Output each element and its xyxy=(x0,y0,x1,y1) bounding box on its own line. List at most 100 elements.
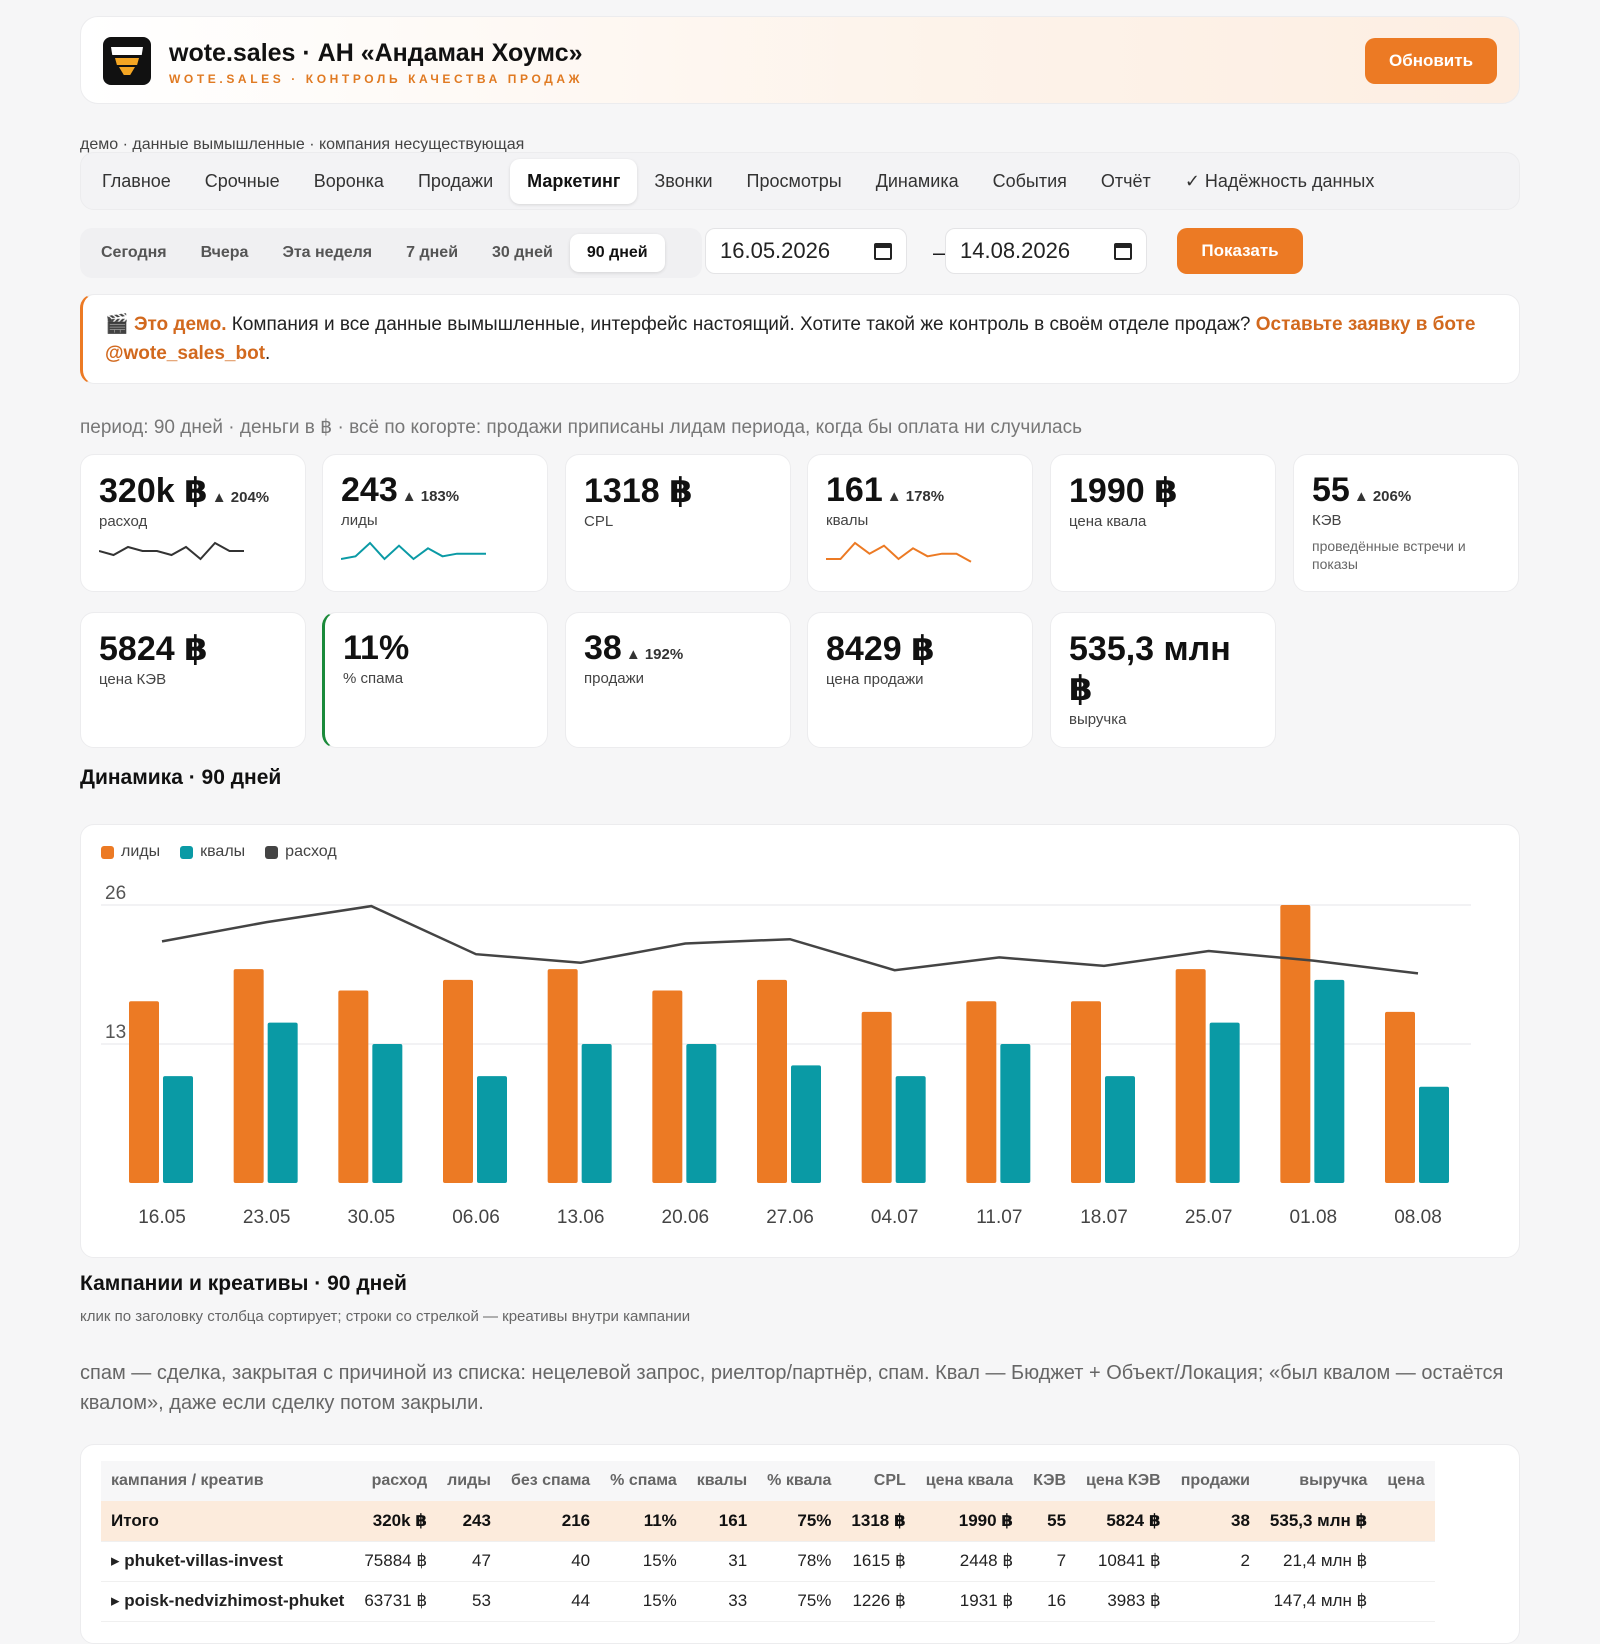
kpi-value: 320k ฿ xyxy=(99,472,208,510)
period-caption: период: 90 дней · деньги в ฿ · всё по ко… xyxy=(80,417,1082,438)
kpi-value: 535,3 млн ฿ xyxy=(1069,630,1231,708)
column-header[interactable]: продажи xyxy=(1170,1461,1260,1501)
legend-swatch xyxy=(180,845,194,859)
campaigns-title: Кампании и креативы · 90 дней xyxy=(80,1272,407,1295)
bar-leads xyxy=(233,969,264,1183)
bot-link[interactable]: Оставьте заявку в боте @wote_sales_bot xyxy=(105,314,1476,364)
table-cell[interactable]: ▸ phuket-villas-invest xyxy=(101,1541,355,1582)
tab-8[interactable]: События xyxy=(992,170,1067,191)
table-cell xyxy=(1377,1501,1435,1542)
kpi-value-row: 1318 ฿ xyxy=(584,471,772,511)
table-cell: 1615 ฿ xyxy=(841,1541,916,1582)
table-row[interactable]: ▸ phuket-villas-invest 75884 ฿ 47 40 15% 31 78… xyxy=(101,1541,1435,1582)
x-tick-label: 11.07 xyxy=(976,1207,1022,1228)
column-header[interactable]: % спама xyxy=(600,1461,687,1501)
refresh-button[interactable]: Обновить xyxy=(1365,38,1497,84)
kpi-card: 8429 ฿ цена продажи xyxy=(807,612,1033,748)
tab-3[interactable]: Продажи xyxy=(417,170,494,191)
column-header[interactable]: цена квала xyxy=(915,1461,1024,1501)
bar-leads xyxy=(443,979,473,1183)
calendar-icon[interactable] xyxy=(1114,242,1132,260)
legend-item[interactable]: расход xyxy=(265,843,337,861)
period-button-0[interactable]: Сегодня xyxy=(101,244,167,261)
period-button-2[interactable]: Эта неделя xyxy=(282,244,373,261)
column-header[interactable]: кампания / креатив xyxy=(101,1461,355,1501)
demo-note: демо · данные вымышленные · компания нес… xyxy=(80,136,525,153)
show-button[interactable]: Показать xyxy=(1177,228,1303,274)
column-header[interactable]: квалы xyxy=(686,1461,758,1501)
tab-6[interactable]: Просмотры xyxy=(746,170,842,191)
legend-item[interactable]: квалы xyxy=(180,843,245,861)
banner-text: Компания и все данные вымышленные, интер… xyxy=(226,314,1256,335)
kpi-label: цена КЭВ xyxy=(99,671,167,688)
bar-leads xyxy=(757,979,787,1183)
table-cell: 38 xyxy=(1170,1501,1260,1542)
calendar-icon[interactable] xyxy=(874,242,892,260)
kpi-label: выручка xyxy=(1069,711,1127,728)
column-header[interactable]: % квала xyxy=(757,1461,842,1501)
tab-9[interactable]: Отчёт xyxy=(1100,170,1151,191)
bar-quals xyxy=(791,1065,821,1183)
period-selector: Сегодня Вчера Эта неделя 7 дней 30 дней 90 дн… xyxy=(80,228,702,278)
tab-10[interactable]: ✓ Надёжность данных xyxy=(1184,170,1375,191)
kpi-label: КЭВ xyxy=(1312,512,1342,529)
kpi-value-row: 535,3 млн ฿ xyxy=(1069,629,1257,709)
x-tick-label: 01.08 xyxy=(1290,1207,1338,1228)
period-button-1[interactable]: Вчера xyxy=(200,244,249,261)
bar-leads xyxy=(129,1001,159,1183)
column-header[interactable]: выручка xyxy=(1259,1461,1378,1501)
bar-leads xyxy=(1385,1011,1415,1183)
x-tick-label: 06.06 xyxy=(452,1207,500,1228)
sparkline xyxy=(99,541,244,561)
table-cell: 78% xyxy=(757,1541,842,1582)
column-header[interactable]: цена КЭВ xyxy=(1076,1461,1171,1501)
bar-leads xyxy=(1280,905,1311,1183)
column-header[interactable]: расход xyxy=(354,1461,438,1501)
table-cell: 33 xyxy=(686,1581,758,1622)
bar-quals xyxy=(895,1076,926,1183)
table-cell: 535,3 млн ฿ xyxy=(1259,1501,1378,1542)
period-button-4[interactable]: 30 дней xyxy=(492,244,553,261)
column-header[interactable]: CPL xyxy=(841,1461,916,1501)
date-from-input[interactable]: 16.05.2026 xyxy=(705,228,907,274)
kpi-value-row: 1990 ฿ xyxy=(1069,471,1257,511)
app-title: wote.sales · АН «Андаман Хоумс» xyxy=(169,39,583,67)
app-subtitle: WOTE.SALES · КОНТРОЛЬ КАЧЕСТВА ПРОДАЖ xyxy=(169,72,584,86)
table-cell: 75% xyxy=(757,1501,842,1542)
table-cell: 63731 ฿ xyxy=(354,1581,438,1622)
column-header[interactable]: без спама xyxy=(500,1461,601,1501)
table-cell: 75884 ฿ xyxy=(354,1541,438,1582)
kpi-card: 11% % спама xyxy=(322,612,548,748)
kpi-label: лиды xyxy=(341,512,378,529)
tab-4[interactable]: Маркетинг xyxy=(510,158,638,204)
date-to-input[interactable]: 14.08.2026 xyxy=(945,228,1147,274)
table-row[interactable]: ▸ poisk-nedvizhimost-phuket 63731 ฿ 53 44 15… xyxy=(101,1581,1435,1622)
bar-leads xyxy=(861,1011,892,1183)
bar-quals xyxy=(1000,1044,1031,1183)
kpi-label: CPL xyxy=(584,513,614,530)
kpi-value: 5824 ฿ xyxy=(99,630,208,668)
bar-leads xyxy=(338,990,369,1183)
column-header[interactable]: лиды xyxy=(437,1461,501,1501)
kpi-label: % спама xyxy=(343,670,404,687)
tab-1[interactable]: Срочные xyxy=(204,170,280,191)
campaigns-table: кампания / креатив расход лиды без спама% с… xyxy=(101,1461,1435,1622)
column-header[interactable]: цена xyxy=(1377,1461,1435,1501)
period-button-5[interactable]: 90 дней xyxy=(569,234,665,272)
tab-5[interactable]: Звонки xyxy=(654,170,713,191)
legend-item[interactable]: лиды xyxy=(101,843,160,861)
legend-swatch xyxy=(265,845,279,859)
kpi-delta: ▲ 192% xyxy=(625,646,684,663)
period-button-3[interactable]: 7 дней xyxy=(406,244,459,261)
demo-banner: 🎬 Это демо. Компания и все данные вымышл… xyxy=(80,294,1520,384)
column-header[interactable]: КЭВ xyxy=(1023,1461,1077,1501)
table-cell[interactable]: ▸ poisk-nedvizhimost-phuket xyxy=(101,1581,355,1622)
legend-label: квалы xyxy=(200,843,246,860)
tab-7[interactable]: Динамика xyxy=(875,170,959,191)
x-tick-label: 13.06 xyxy=(557,1207,605,1228)
bar-quals xyxy=(163,1076,193,1183)
bar-quals xyxy=(267,1022,298,1183)
tab-0[interactable]: Главное xyxy=(102,170,171,191)
kpi-value: 8429 ฿ xyxy=(826,630,935,668)
tab-2[interactable]: Воронка xyxy=(313,170,384,191)
